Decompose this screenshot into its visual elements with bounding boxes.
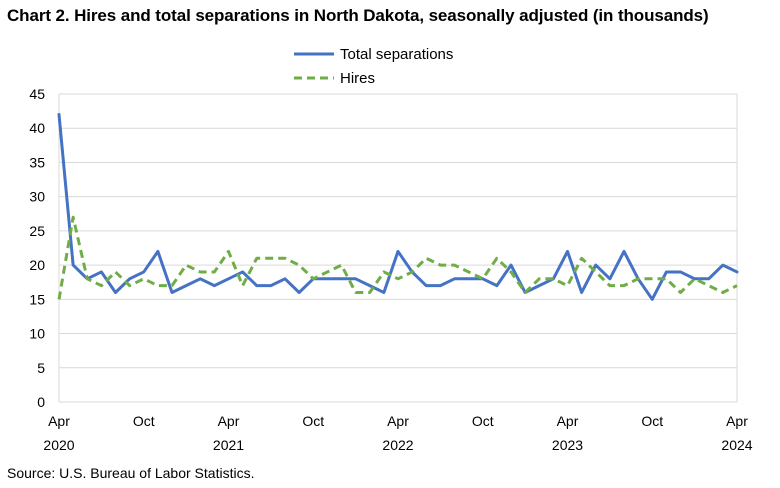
y-tick-label: 0 [37, 394, 45, 410]
x-tick-label-year: 2024 [721, 437, 752, 453]
x-tick-label-year: 2020 [43, 437, 74, 453]
legend-label: Hires [340, 70, 375, 87]
x-tick-label-month: Apr [218, 413, 240, 429]
x-tick-label-month: Apr [557, 413, 579, 429]
legend: Total separations Hires [294, 46, 453, 87]
x-tick-label-year: 2023 [552, 437, 583, 453]
x-tick-label-month: Apr [387, 413, 409, 429]
y-axis-tick-labels: 0 5 10 15 20 25 30 35 40 45 [29, 86, 45, 410]
source-note: Source: U.S. Bureau of Labor Statistics. [7, 465, 255, 481]
x-tick-label-year: 2021 [213, 437, 244, 453]
legend-label: Total separations [340, 46, 453, 63]
chart-title: Chart 2. Hires and total separations in … [7, 6, 709, 25]
y-tick-label: 35 [29, 154, 45, 170]
x-tick-label-month: Oct [472, 413, 494, 429]
gridlines [58, 93, 738, 402]
y-tick-label: 45 [29, 86, 45, 102]
y-tick-label: 15 [29, 291, 45, 307]
x-tick-label-month: Apr [48, 413, 70, 429]
y-tick-label: 25 [29, 223, 45, 239]
x-tick-label-month: Oct [133, 413, 155, 429]
y-tick-label: 20 [29, 257, 45, 273]
y-tick-label: 5 [37, 360, 45, 376]
series-lines [57, 113, 739, 301]
series-line-hires [57, 215, 738, 300]
y-tick-label: 10 [29, 326, 45, 342]
y-tick-label: 30 [29, 189, 45, 205]
x-tick-label-month: Apr [726, 413, 748, 429]
series-line-total-separations [57, 113, 739, 301]
x-tick-label-month: Oct [302, 413, 324, 429]
x-axis-tick-labels: Apr 2020 Oct Apr 2021 Oct Apr 2022 Oct Apr 2023 Oct… [43, 413, 752, 453]
y-tick-label: 40 [29, 120, 45, 136]
x-tick-label-year: 2022 [382, 437, 413, 453]
x-tick-label-month: Oct [641, 413, 663, 429]
